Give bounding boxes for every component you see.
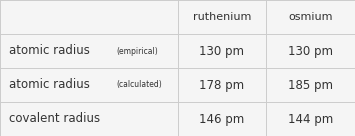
Text: 144 pm: 144 pm xyxy=(288,112,333,126)
Text: atomic radius: atomic radius xyxy=(9,44,90,58)
Text: 130 pm: 130 pm xyxy=(200,44,244,58)
Text: 146 pm: 146 pm xyxy=(199,112,245,126)
Text: (empirical): (empirical) xyxy=(116,47,158,55)
Text: 130 pm: 130 pm xyxy=(288,44,333,58)
Text: covalent radius: covalent radius xyxy=(9,112,100,126)
Text: 185 pm: 185 pm xyxy=(288,78,333,92)
Text: ruthenium: ruthenium xyxy=(193,12,251,22)
Text: (calculated): (calculated) xyxy=(116,81,162,89)
Text: 178 pm: 178 pm xyxy=(199,78,245,92)
Text: osmium: osmium xyxy=(288,12,333,22)
Text: atomic radius: atomic radius xyxy=(9,78,90,92)
